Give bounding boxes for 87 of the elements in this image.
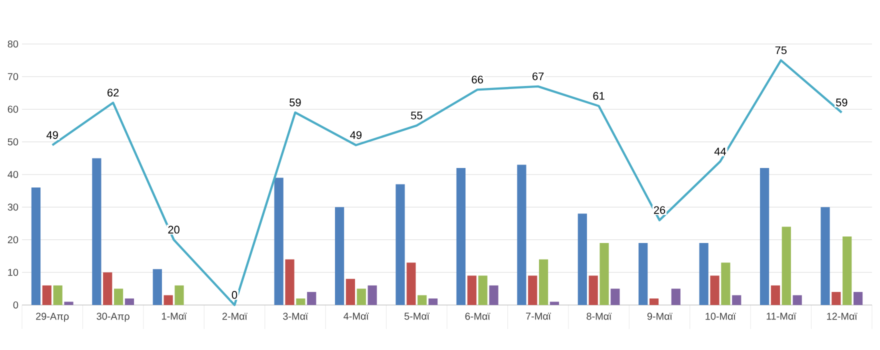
bar: [649, 298, 659, 305]
bar: [356, 288, 366, 305]
x-tick-label: 2-Μαϊ: [222, 312, 248, 320]
bar: [517, 164, 526, 305]
y-tick-label: 50: [8, 138, 18, 146]
y-tick-label: 30: [8, 204, 18, 211]
bar: [307, 292, 316, 305]
bar: [792, 295, 802, 305]
bar: [550, 302, 560, 305]
bar: [638, 243, 648, 305]
data-label: 44: [714, 148, 726, 156]
y-tick-label: 70: [8, 73, 18, 80]
bar: [699, 243, 708, 305]
data-label: 55: [410, 112, 422, 120]
bar: [406, 262, 416, 305]
bar: [832, 292, 841, 305]
x-tick-label: 1-Μαϊ: [162, 312, 187, 320]
bar: [428, 298, 438, 305]
bar: [732, 295, 742, 305]
bar: [760, 168, 770, 305]
y-tick-label: 40: [8, 170, 18, 178]
data-label: 0: [232, 291, 238, 299]
y-tick-label: 20: [8, 236, 18, 244]
bar: [174, 285, 184, 305]
bar: [42, 285, 52, 305]
bar: [478, 276, 488, 305]
bar: [296, 298, 306, 305]
bar: [467, 276, 476, 305]
data-label: 49: [350, 131, 362, 139]
bar: [152, 269, 162, 305]
y-tick-label: 80: [8, 40, 18, 48]
bar: [64, 302, 74, 305]
bar: [600, 243, 609, 305]
bar: [456, 168, 466, 305]
bar: [124, 298, 134, 305]
x-tick-label: 5-Μαϊ: [404, 312, 430, 320]
data-label: 75: [775, 46, 787, 54]
bar: [92, 158, 102, 305]
bar: [396, 184, 405, 305]
x-tick-label: 29-Απρ: [36, 312, 69, 322]
bar: [588, 276, 598, 305]
bar: [334, 207, 344, 305]
x-tick-label: 8-Μαϊ: [586, 312, 612, 320]
x-tick-label: 7-Μαϊ: [526, 312, 551, 320]
x-tick-label: 12-Μαϊ: [827, 312, 858, 320]
bar: [31, 188, 41, 305]
data-label: 49: [46, 131, 58, 139]
bar: [671, 288, 680, 305]
bar: [346, 278, 356, 305]
data-label: 62: [108, 88, 119, 97]
data-label: 59: [836, 98, 848, 106]
data-label: 59: [290, 98, 301, 106]
x-tick-label: 3-Μαϊ: [283, 312, 308, 320]
bar: [721, 262, 730, 305]
bar: [782, 226, 791, 305]
bar: [853, 292, 863, 305]
x-tick-label: 11-Μαϊ: [766, 312, 796, 320]
bar: [770, 285, 780, 305]
x-tick-label: 6-Μαϊ: [465, 312, 490, 320]
bar: [164, 295, 173, 305]
x-tick-label: 30-Απρ: [96, 312, 130, 322]
bar: [285, 259, 294, 305]
bar: [368, 285, 377, 305]
y-tick-label: 60: [8, 106, 18, 113]
bar: [418, 295, 427, 305]
data-label: 61: [593, 92, 604, 100]
data-label: 20: [168, 226, 180, 234]
bar: [53, 285, 62, 305]
bar: [578, 214, 587, 305]
bar: [842, 236, 852, 305]
x-tick-label: 10-Μαϊ: [706, 312, 736, 320]
bar: [820, 207, 830, 305]
bar: [710, 276, 720, 305]
bar: [489, 285, 498, 305]
data-label: 66: [472, 76, 483, 84]
x-tick-label: 4-Μαϊ: [344, 312, 369, 320]
bar: [114, 288, 124, 305]
data-label: 67: [532, 72, 544, 80]
bar: [538, 259, 548, 305]
bar: [274, 178, 284, 305]
y-tick-label: 0: [13, 301, 18, 309]
bar: [610, 288, 620, 305]
bar: [103, 272, 112, 305]
bar: [528, 276, 538, 305]
data-label: 26: [654, 206, 666, 214]
x-tick-label: 9-Μαϊ: [647, 312, 672, 320]
y-tick-label: 10: [8, 268, 18, 276]
